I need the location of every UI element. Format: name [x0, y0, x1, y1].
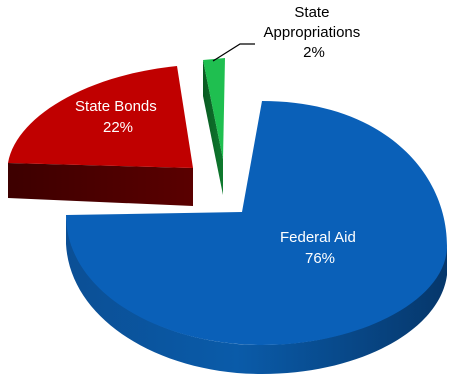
- leader-line: [212, 43, 255, 62]
- slice-federal-aid-side: [66, 215, 447, 374]
- label-state-bonds-percent: 22%: [103, 119, 133, 136]
- slice-federal-aid[interactable]: [66, 101, 447, 374]
- slice-federal-aid-top: [66, 101, 447, 345]
- label-state-bonds: State Bonds 22%: [75, 98, 161, 136]
- slice-state-bonds-side: [8, 163, 193, 206]
- label-state-appropriations-line2: Appropriations: [264, 24, 361, 41]
- label-federal-aid: Federal Aid 76%: [280, 229, 360, 267]
- slice-state-appropriations[interactable]: [203, 58, 225, 195]
- slice-state-bonds[interactable]: [8, 66, 193, 206]
- label-state-appropriations-percent: 2%: [303, 44, 325, 61]
- label-state-bonds-category: State Bonds: [75, 98, 157, 115]
- slice-state-bonds-top: [8, 66, 193, 168]
- label-state-appropriations-line1: State: [294, 4, 329, 21]
- label-federal-aid-percent: 76%: [305, 250, 335, 267]
- label-state-appropriations: State Appropriations 2%: [264, 4, 365, 61]
- label-federal-aid-category: Federal Aid: [280, 229, 356, 246]
- slice-state-appropriations-side: [203, 60, 223, 195]
- slice-state-appropriations-top: [203, 58, 225, 159]
